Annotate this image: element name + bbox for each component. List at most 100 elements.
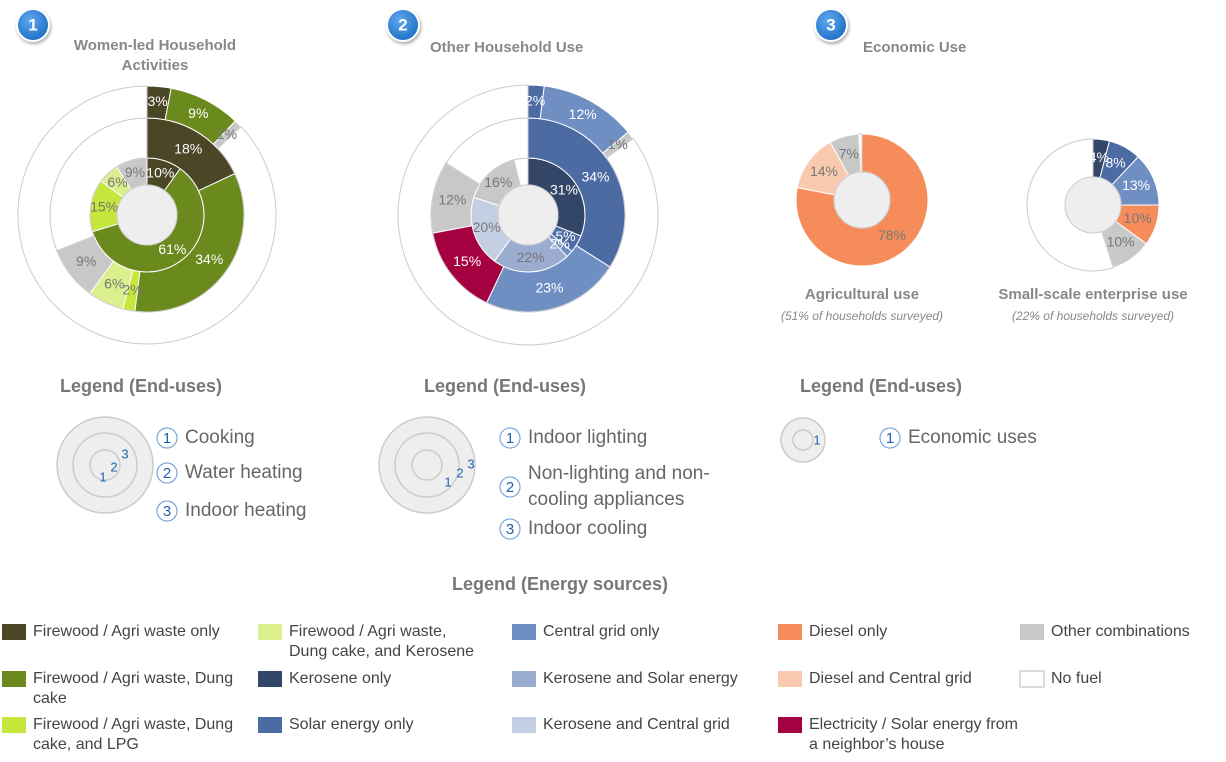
legend-label: Diesel and Central grid: [809, 670, 972, 687]
chart-title: Small-scale enterprise use: [998, 286, 1188, 303]
legend-number: 1: [163, 430, 171, 447]
legend-label: Diesel only: [809, 623, 888, 640]
data-label: 20%: [473, 219, 501, 235]
legend-swatch: [1020, 624, 1044, 640]
legend-title: Legend (End-uses): [60, 376, 223, 396]
legend-ring-number: 3: [121, 446, 128, 461]
legend-ring-number: 2: [456, 465, 463, 480]
legend-title: Legend (Energy sources): [451, 574, 669, 594]
legend-label: Electricity / Solar energy from a neighb…: [809, 716, 1018, 753]
data-label: 12%: [569, 106, 597, 122]
data-label: 78%: [878, 227, 906, 243]
legend-swatch: [2, 671, 26, 687]
legend-label: Indoor heating: [185, 500, 307, 521]
data-label: 6%: [104, 275, 124, 291]
data-label: 12%: [438, 191, 466, 207]
data-label: 10%: [146, 164, 174, 180]
legend-label: Firewood / Agri waste only: [33, 623, 220, 640]
data-label: 34%: [581, 169, 609, 185]
chart-title: Agricultural use: [804, 286, 920, 303]
section-badge: [386, 8, 420, 42]
legend-label: Kerosene and Solar energy: [543, 670, 738, 687]
data-label: 31%: [550, 181, 578, 197]
data-label: 10%: [1124, 210, 1152, 226]
legend-label: Other combinations: [1051, 623, 1190, 640]
legend-number-circle: [879, 427, 901, 449]
data-label: 4%: [1089, 149, 1109, 165]
legend-ring: [411, 449, 443, 481]
legend-ring: [792, 429, 814, 451]
data-label: 34%: [195, 251, 223, 267]
legend-ring-number: 2: [110, 459, 117, 474]
legend-ring-number: 3: [467, 456, 474, 471]
chart-subtitle: (51% of households surveyed): [780, 309, 944, 323]
section-number: 1: [28, 15, 37, 34]
legend-label: No fuel: [1051, 670, 1102, 687]
data-label: 14%: [810, 163, 838, 179]
legend-number-circle: [156, 462, 178, 484]
legend-swatch: [778, 624, 802, 640]
data-label: 1%: [608, 136, 628, 152]
data-label: 9%: [76, 253, 96, 269]
data-label: 2%: [525, 92, 545, 108]
data-label: 2%: [550, 235, 570, 251]
section-title: Women-led Household Activities: [73, 37, 237, 74]
data-label: 10%: [1107, 234, 1135, 250]
data-label: 2%: [122, 281, 142, 297]
data-label: 18%: [174, 141, 202, 157]
legend-swatch: [778, 671, 802, 687]
legend-number: 2: [163, 465, 171, 482]
data-label: 23%: [535, 280, 563, 296]
data-label: 9%: [125, 164, 145, 180]
data-label: 3%: [148, 93, 168, 109]
data-label: 22%: [517, 249, 545, 265]
legend-number: 2: [506, 479, 514, 496]
legend-label: Cooking: [185, 427, 255, 448]
legend-label: Firewood / Agri waste, Dung cake: [33, 670, 234, 707]
data-label: 6%: [107, 174, 127, 190]
section-title: Economic Use: [863, 39, 967, 56]
legend-label: Central grid only: [543, 623, 660, 640]
section-number: 2: [398, 15, 407, 34]
legend-number-circle: [499, 518, 521, 540]
legend-label: Kerosene and Central grid: [543, 716, 730, 733]
legend-swatch: [512, 671, 536, 687]
donut-segment: [397, 84, 659, 346]
legend-number: 3: [506, 521, 514, 538]
legend-swatch: [1019, 670, 1045, 688]
donut-hole: [497, 184, 559, 246]
data-label: 9%: [188, 105, 208, 121]
legend-swatch: [258, 624, 282, 640]
legend-label: Economic uses: [908, 427, 1037, 448]
legend-ring-number: 1: [813, 432, 820, 447]
data-label: 16%: [484, 174, 512, 190]
legend-swatch: [258, 671, 282, 687]
legend-label: Indoor cooling: [528, 518, 648, 539]
legend-number-circle: [499, 427, 521, 449]
data-label: 7%: [839, 146, 859, 162]
section-number: 3: [826, 15, 835, 34]
legend-number-circle: [156, 500, 178, 522]
section-badge: [814, 8, 848, 42]
donut-segment: [17, 85, 277, 345]
legend-ring: [89, 449, 121, 481]
data-label: 13%: [1122, 177, 1150, 193]
data-label: 15%: [90, 198, 118, 214]
data-label: 8%: [1106, 155, 1126, 171]
data-label: 1%: [217, 126, 237, 142]
legend-label: Water heating: [185, 462, 303, 483]
legend-number: 3: [163, 503, 171, 520]
legend-number-circle: [156, 427, 178, 449]
legend-swatch: [258, 717, 282, 733]
chart-subtitle: (22% of households surveyed): [1011, 309, 1175, 323]
section-title: Other Household Use: [430, 39, 584, 56]
data-label: 15%: [453, 253, 481, 269]
legend-ring-number: 1: [99, 469, 106, 484]
legend-number-circle: [499, 476, 521, 498]
legend-swatch: [778, 717, 802, 733]
legend-number: 1: [886, 430, 894, 447]
legend-label: Indoor lighting: [528, 427, 648, 448]
donut-hole: [1064, 176, 1122, 234]
